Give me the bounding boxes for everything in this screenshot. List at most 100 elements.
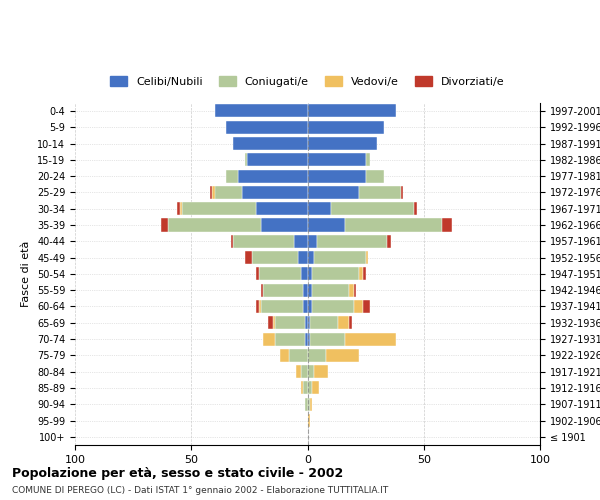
Bar <box>233 235 293 248</box>
Bar <box>259 268 301 280</box>
Bar <box>359 186 401 199</box>
Bar <box>178 202 179 215</box>
Bar <box>308 235 317 248</box>
Bar <box>280 349 289 362</box>
Bar <box>261 300 303 313</box>
Bar <box>344 218 442 232</box>
Bar <box>308 382 312 394</box>
Bar <box>215 104 308 118</box>
Bar <box>303 300 308 313</box>
Bar <box>305 332 308 345</box>
Bar <box>263 284 303 296</box>
Bar <box>231 235 233 248</box>
Bar <box>310 398 312 411</box>
Bar <box>359 268 363 280</box>
Bar <box>305 398 308 411</box>
Bar <box>242 186 308 199</box>
Bar <box>310 316 338 330</box>
Bar <box>252 251 298 264</box>
Bar <box>303 284 308 296</box>
Bar <box>210 186 212 199</box>
Bar <box>308 316 310 330</box>
Bar <box>308 365 314 378</box>
Bar <box>344 332 396 345</box>
Bar <box>310 332 344 345</box>
Bar <box>308 202 331 215</box>
Bar <box>338 316 349 330</box>
Bar <box>308 251 314 264</box>
Bar <box>296 365 301 378</box>
Bar <box>182 202 256 215</box>
Bar <box>312 300 354 313</box>
Bar <box>312 268 359 280</box>
Bar <box>312 284 349 296</box>
Bar <box>268 316 272 330</box>
Bar <box>308 154 365 166</box>
Bar <box>308 137 377 150</box>
Bar <box>308 398 310 411</box>
Bar <box>256 300 259 313</box>
Bar <box>226 120 308 134</box>
Bar <box>245 154 247 166</box>
Bar <box>289 349 308 362</box>
Bar <box>256 268 259 280</box>
Bar <box>263 332 275 345</box>
Bar <box>442 218 452 232</box>
Bar <box>349 284 354 296</box>
Bar <box>301 268 308 280</box>
Bar <box>365 170 384 182</box>
Bar <box>365 251 368 264</box>
Bar <box>308 332 310 345</box>
Bar <box>312 382 319 394</box>
Bar <box>301 382 303 394</box>
Bar <box>212 186 215 199</box>
Bar <box>326 349 359 362</box>
Bar <box>233 137 308 150</box>
Bar <box>179 202 182 215</box>
Bar <box>386 235 391 248</box>
Bar <box>168 218 261 232</box>
Bar <box>261 218 308 232</box>
Bar <box>308 300 312 313</box>
Bar <box>354 284 356 296</box>
Bar <box>298 251 308 264</box>
Bar <box>247 154 308 166</box>
Text: COMUNE DI PEREGO (LC) - Dati ISTAT 1° gennaio 2002 - Elaborazione TUTTITALIA.IT: COMUNE DI PEREGO (LC) - Dati ISTAT 1° ge… <box>12 486 388 495</box>
Bar <box>308 414 310 427</box>
Bar <box>365 154 370 166</box>
Bar <box>293 235 308 248</box>
Bar <box>308 186 359 199</box>
Bar <box>314 365 328 378</box>
Bar <box>308 349 326 362</box>
Bar <box>308 120 384 134</box>
Bar <box>349 316 352 330</box>
Bar <box>308 218 344 232</box>
Bar <box>303 382 308 394</box>
Bar <box>317 235 386 248</box>
Bar <box>275 316 305 330</box>
Bar <box>161 218 168 232</box>
Bar <box>308 170 365 182</box>
Bar <box>245 251 252 264</box>
Bar <box>275 332 305 345</box>
Bar <box>226 170 238 182</box>
Bar <box>308 268 312 280</box>
Bar <box>415 202 417 215</box>
Bar <box>314 251 365 264</box>
Bar <box>308 284 312 296</box>
Bar <box>272 316 275 330</box>
Bar <box>259 300 261 313</box>
Y-axis label: Fasce di età: Fasce di età <box>22 240 31 307</box>
Bar <box>331 202 415 215</box>
Bar <box>401 186 403 199</box>
Bar <box>364 300 370 313</box>
Bar <box>308 104 396 118</box>
Bar <box>354 300 364 313</box>
Bar <box>305 316 308 330</box>
Bar <box>238 170 308 182</box>
Bar <box>256 202 308 215</box>
Bar <box>364 268 365 280</box>
Bar <box>301 365 308 378</box>
Legend: Celibi/Nubili, Coniugati/e, Vedovi/e, Divorziati/e: Celibi/Nubili, Coniugati/e, Vedovi/e, Di… <box>105 70 510 92</box>
Bar <box>261 284 263 296</box>
